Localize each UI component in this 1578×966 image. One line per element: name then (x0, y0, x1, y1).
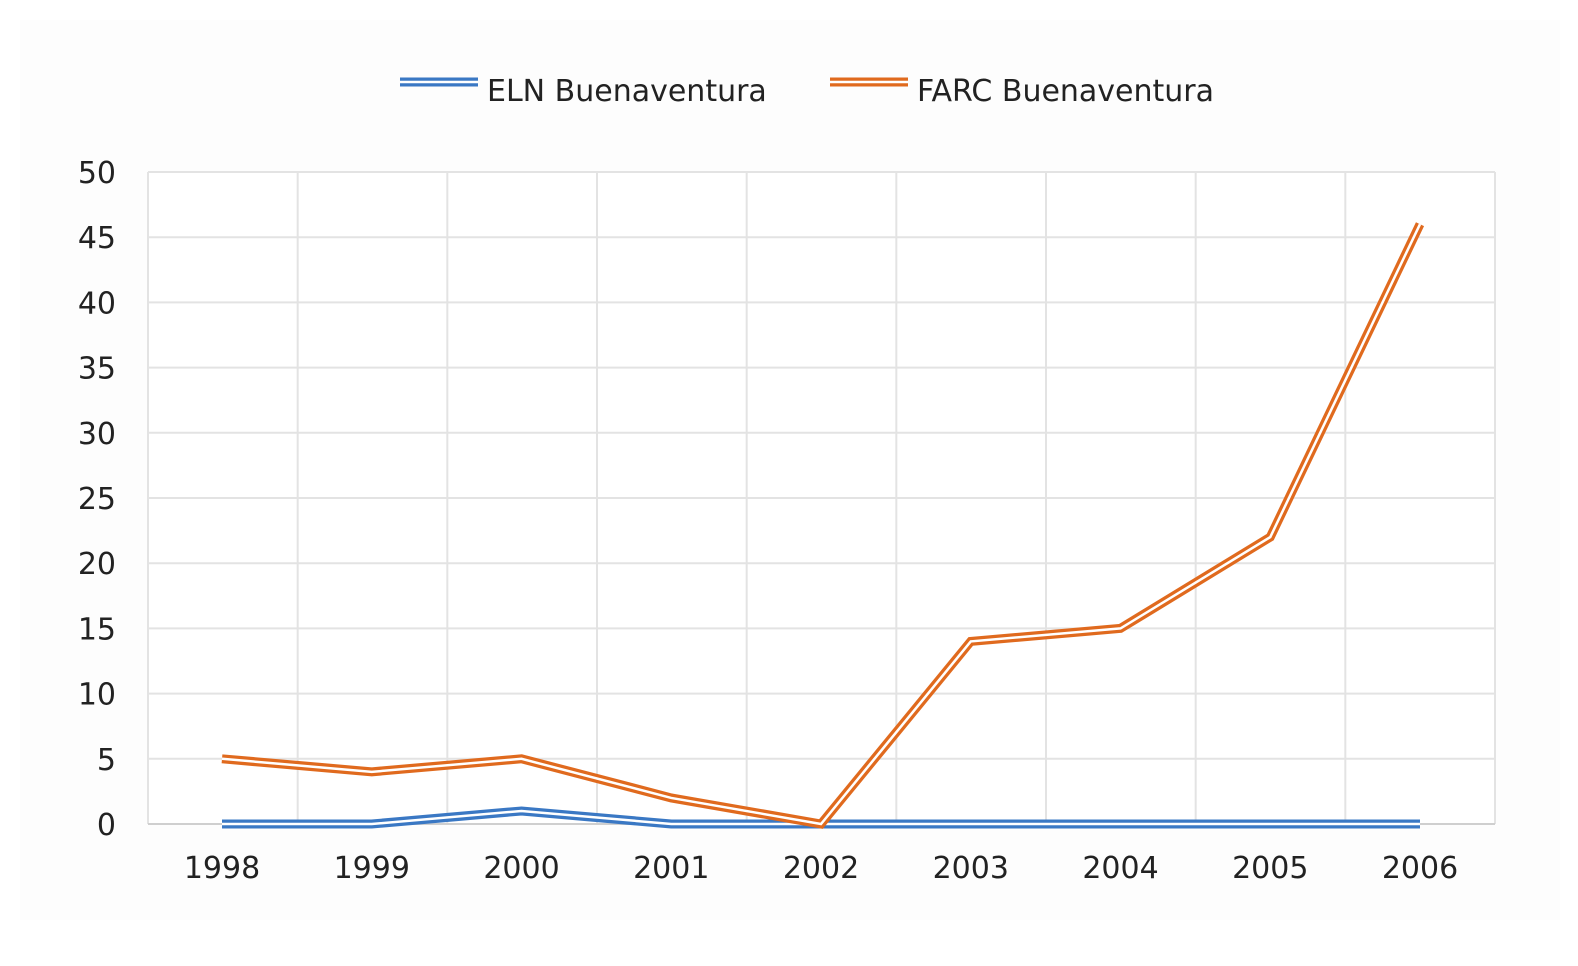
data-point (1420, 224, 1421, 225)
data-point (1270, 537, 1271, 538)
y-tick-label: 30 (78, 417, 116, 452)
x-tick-label: 2006 (1382, 851, 1458, 886)
data-point (521, 758, 522, 759)
legend-item: FARC Buenaventura (830, 74, 1214, 109)
data-point (222, 824, 223, 825)
x-tick-label: 1998 (184, 851, 260, 886)
x-tick-label: 2003 (933, 851, 1009, 886)
series-group (221, 222, 1425, 829)
data-point (222, 758, 223, 759)
legend-label: ELN Buenaventura (487, 74, 767, 109)
y-tick-label: 20 (78, 547, 116, 582)
data-point (1120, 628, 1121, 629)
data-point (371, 771, 372, 772)
y-tick-label: 40 (78, 286, 116, 321)
grid (147, 171, 1496, 824)
y-tick-label: 15 (78, 612, 116, 647)
x-tick-label: 2005 (1232, 851, 1308, 886)
data-point (671, 797, 672, 798)
data-point (970, 641, 971, 642)
data-point (371, 824, 372, 825)
y-tick-label: 25 (78, 482, 116, 517)
data-point (821, 824, 822, 825)
y-tick-label: 0 (97, 808, 116, 843)
x-tick-label: 2004 (1082, 851, 1158, 886)
series-line-highlight (221, 223, 1422, 826)
axes: 0 5 10 15 20 25 30 35 40 45 50 1998 1999 2000 2001 2002… (78, 156, 1495, 886)
legend: ELN Buenaventura FARC Buenaventura (400, 74, 1214, 109)
data-point (970, 824, 971, 825)
data-point (671, 824, 672, 825)
x-tick-label: 1999 (334, 851, 410, 886)
x-tick-label: 2002 (783, 851, 859, 886)
y-tick-label: 5 (97, 743, 116, 778)
y-tick-label: 35 (78, 352, 116, 387)
legend-item: ELN Buenaventura (400, 74, 767, 109)
x-tick-label: 2000 (483, 851, 559, 886)
y-tick-label: 10 (78, 678, 116, 713)
legend-label: FARC Buenaventura (917, 74, 1214, 109)
series-farc-buenaventura (221, 222, 1425, 829)
x-tick-label: 2001 (633, 851, 709, 886)
data-point (521, 810, 522, 811)
y-tick-label: 50 (78, 156, 116, 191)
data-point (1270, 824, 1271, 825)
data-point (1420, 824, 1421, 825)
y-tick-label: 45 (78, 221, 116, 256)
data-point (1120, 824, 1121, 825)
